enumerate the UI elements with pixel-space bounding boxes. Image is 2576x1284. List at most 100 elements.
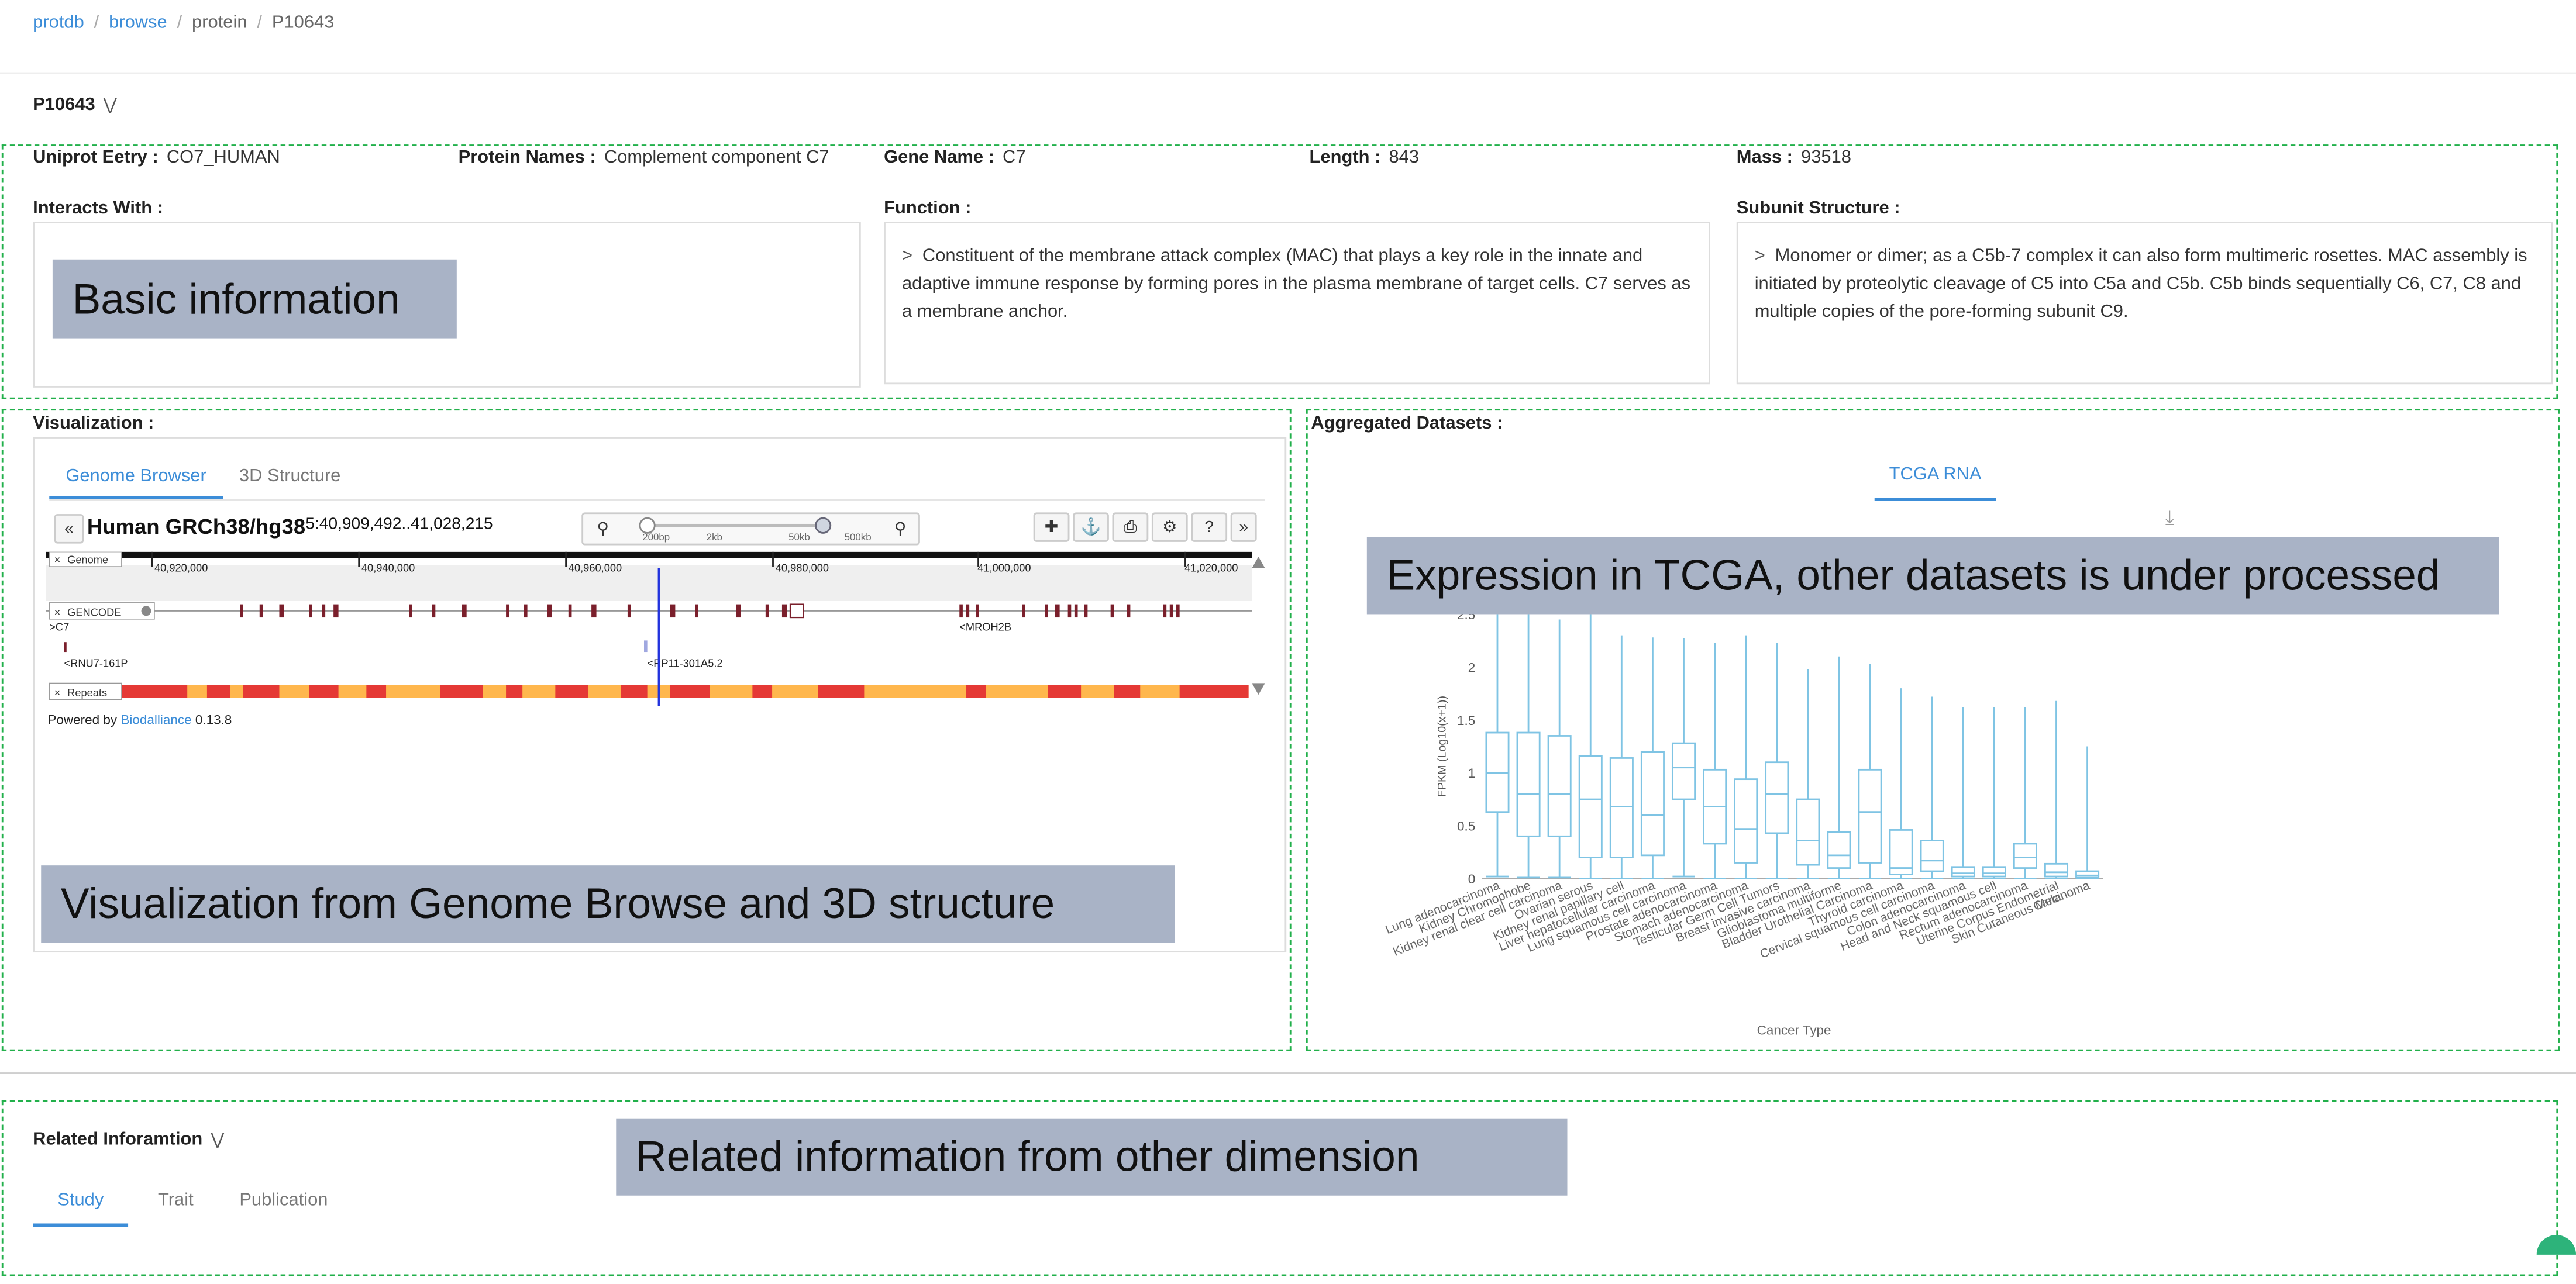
y-tick-label: 1.5 [1457, 713, 1475, 728]
browser-toolbar: ✚ ⚓ ⎙ ⚙ ? » [1033, 512, 1257, 542]
y-tick-label: 2 [1468, 660, 1476, 675]
function-label: Function : [884, 198, 972, 219]
biodalliance-link[interactable]: Biodalliance [120, 712, 192, 728]
zoom-tick-label: 200bp [642, 533, 670, 544]
powered-by-prefix: Powered by [47, 712, 118, 728]
ruler-label: 40,940,000 [361, 561, 415, 574]
protein-names: Protein Names : Complement component C7 [459, 148, 829, 168]
related-title: Related Inforamtion [33, 1130, 203, 1150]
zoom-in-icon[interactable]: ⚲ [894, 519, 907, 538]
add-track-icon[interactable]: ✚ [1033, 512, 1070, 542]
collapse-chevron-icon[interactable]: ⋁ [103, 96, 117, 115]
related-tabs: Study Trait Publication [33, 1184, 351, 1227]
protein-names-label: Protein Names : [458, 147, 596, 168]
y-axis-label: FPKM (Log10(x+1)) [1436, 696, 1449, 797]
assembly-name: Human GRCh38/hg38 [87, 514, 306, 539]
subunit-label: Subunit Structure : [1736, 198, 1900, 219]
svg-text:×: × [54, 686, 61, 699]
gene-label-mroh2b: <MROH2B [959, 621, 1011, 633]
track-label-genome[interactable]: × Genome [49, 551, 122, 567]
binoculars-icon[interactable]: ⚓ [1073, 512, 1109, 542]
ruler-label: 40,980,000 [776, 561, 829, 574]
repeats-density [121, 685, 1249, 698]
function-box: > Constituent of the membrane attack comp… [884, 222, 1710, 385]
tab-genome-browser[interactable]: Genome Browser [49, 457, 223, 499]
download-icon[interactable]: ⤓ [2165, 506, 2174, 529]
page-title: P10643 [33, 95, 95, 115]
box-body [1951, 866, 1975, 878]
x-axis-label: Cancer Type [1757, 1023, 1831, 1037]
zoom-tick-label: 500kb [844, 533, 872, 544]
svg-text:×: × [54, 606, 61, 618]
zoom-slider-handle[interactable] [815, 517, 832, 534]
pan-right-button[interactable]: » [1230, 512, 1257, 542]
settings-gear-icon[interactable]: ⚙ [1151, 512, 1188, 542]
svg-text:Repeats: Repeats [67, 686, 107, 699]
print-icon[interactable]: ⎙ [1112, 512, 1149, 542]
mass-value: 93518 [1801, 147, 1851, 168]
location-readout[interactable]: 5:40,909,492..41,028,215 [305, 515, 493, 534]
track-label-repeats[interactable]: × Repeats [49, 682, 122, 700]
mass: Mass : 93518 [1737, 148, 1851, 168]
annotation-visualization: Visualization from Genome Browse and 3D … [41, 865, 1175, 943]
y-tick-label: 0 [1468, 872, 1476, 886]
ruler-label: 41,000,000 [977, 561, 1031, 574]
tab-trait[interactable]: Trait [158, 1190, 194, 1211]
genome-tracks[interactable]: 40,920,000 40,940,000 40,960,000 40,980,… [46, 551, 1272, 710]
gene-name: Gene Name : C7 [884, 148, 1025, 168]
zoom-slider-min-handle[interactable] [639, 517, 656, 534]
tab-publication[interactable]: Publication [239, 1190, 328, 1211]
tab-study[interactable]: Study [33, 1184, 129, 1227]
expand-arrow-icon[interactable]: > [1754, 246, 1765, 267]
length-label: Length : [1309, 147, 1381, 168]
aggregated-label: Aggregated Datasets : [1311, 413, 1503, 434]
track-label-gencode[interactable]: × GENCODE [49, 602, 155, 620]
breadcrumb-separator: / [177, 13, 182, 33]
breadcrumb: protdb / browse / protein / P10643 [33, 13, 334, 33]
tab-tcga-rna[interactable]: TCGA RNA [1874, 465, 1996, 501]
box-body [1920, 840, 1944, 872]
gene-label-rnu7: <RNU7-161P [64, 657, 128, 669]
annotation-tcga: Expression in TCGA, other datasets is un… [1366, 537, 2499, 615]
breadcrumb-separator: / [257, 13, 262, 33]
scroll-down-icon [1252, 683, 1265, 695]
gene-name-value: C7 [1003, 147, 1026, 168]
uniprot-entry-label: Uniprot Eetry : [33, 147, 159, 168]
breadcrumb-browse[interactable]: browse [109, 13, 167, 33]
gene-label-rp11: <RP11-301A5.2 [648, 657, 723, 669]
scroll-up-icon [1252, 557, 1265, 568]
box-body [1796, 798, 1820, 866]
aggregated-section [1306, 409, 2560, 1051]
zoom-out-icon[interactable]: ⚲ [597, 519, 609, 538]
box-body [1734, 778, 1758, 864]
box-body [1889, 829, 1913, 875]
breadcrumb-protdb[interactable]: protdb [33, 13, 84, 33]
pan-left-button[interactable]: « [54, 514, 84, 544]
length: Length : 843 [1310, 148, 1419, 168]
zoom-slider-track[interactable] [644, 523, 825, 527]
box-body [2013, 843, 2037, 869]
length-value: 843 [1389, 147, 1420, 168]
collapse-chevron-icon[interactable]: ⋁ [211, 1130, 225, 1149]
subunit-box: > Monomer or dimer; as a C5b-7 complex it… [1736, 222, 2553, 385]
function-text: Constituent of the membrane attack compl… [901, 246, 1691, 322]
page-title-row: P10643 ⋁ [33, 95, 117, 115]
mroh2b-exons [959, 604, 1180, 618]
expand-arrow-icon[interactable]: > [901, 246, 913, 267]
ruler-ticks [151, 551, 1186, 567]
interacts-label: Interacts With : [33, 198, 164, 219]
visualization-tabs: Genome Browser 3D Structure [49, 457, 357, 499]
breadcrumb-protein: protein [192, 13, 247, 33]
subunit-text: Monomer or dimer; as a C5b-7 complex it … [1754, 246, 2527, 322]
box-body [2075, 870, 2100, 879]
y-tick-label: 1 [1468, 766, 1476, 781]
help-icon[interactable]: ? [1191, 512, 1228, 542]
biodalliance-version: 0.13.8 [195, 712, 232, 728]
uniprot-entry: Uniprot Eetry : CO7_HUMAN [33, 148, 280, 168]
zoom-tick-label: 2kb [706, 533, 722, 544]
rnu7-feature [64, 642, 67, 653]
gene-label-c7: >C7 [49, 621, 69, 633]
tab-3d-structure[interactable]: 3D Structure [239, 466, 341, 486]
box-body [1609, 757, 1634, 858]
